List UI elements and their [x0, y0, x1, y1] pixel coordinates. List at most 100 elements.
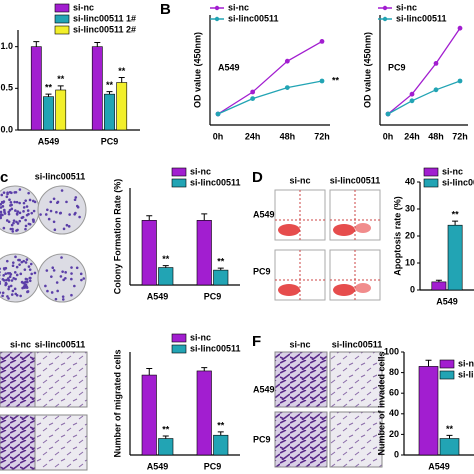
colony: [31, 199, 35, 203]
image-label: si-nc: [10, 339, 31, 349]
colony: [0, 271, 1, 274]
dish: [37, 253, 87, 303]
bar: [196, 370, 212, 456]
chart-title: A549: [218, 62, 240, 72]
y-axis-label: Number of invaded cells: [376, 351, 386, 455]
colony: [44, 284, 47, 288]
cells: [333, 284, 355, 296]
colony: [11, 261, 15, 264]
colony: [10, 207, 14, 211]
colony: [0, 291, 2, 294]
legend-label: si-linc00511: [190, 177, 241, 187]
legend-swatch: [382, 5, 388, 11]
point: [215, 111, 221, 117]
point: [284, 58, 290, 64]
colony: [10, 279, 14, 282]
colony: [54, 297, 58, 301]
error-bar: [217, 267, 224, 271]
colony: [0, 200, 4, 204]
legend-label: si-nc: [442, 166, 463, 176]
colony: [25, 258, 29, 261]
colony: [15, 200, 19, 204]
error-bar: [162, 435, 169, 439]
colony: [11, 264, 15, 268]
error-bar: [446, 434, 453, 439]
colony: [2, 267, 6, 270]
legend-swatch: [382, 16, 388, 22]
colony: [39, 213, 42, 216]
image-label: si-linc00511: [330, 175, 381, 185]
colony: [58, 211, 62, 215]
colony: [10, 223, 14, 227]
colony: [64, 276, 67, 280]
colony: [0, 203, 3, 206]
colony: [49, 209, 53, 213]
colony: [56, 200, 60, 204]
legend-label: si-linc00511 2#: [73, 24, 136, 34]
x-tick-label: PC9: [204, 461, 222, 471]
colony: [19, 294, 22, 298]
colony: [3, 208, 6, 212]
legend-swatch: [54, 14, 70, 24]
colony: [56, 289, 59, 293]
legend-swatch: [171, 344, 187, 354]
error-bar: [146, 215, 153, 221]
cells: [355, 283, 371, 293]
y-tick-label: 0.5: [0, 83, 13, 93]
legend-label: si-linc00511 1#: [73, 13, 136, 23]
colony: [29, 262, 33, 266]
colony: [80, 278, 83, 282]
colony: [11, 227, 14, 231]
colony: [4, 281, 8, 285]
image-label: si-linc00511: [332, 339, 383, 349]
colony: [3, 210, 6, 214]
colony: [50, 291, 54, 294]
colony: [18, 263, 21, 266]
colony: [25, 213, 29, 217]
colony: [1, 294, 4, 298]
colony: [18, 201, 21, 205]
error-bar: [118, 77, 125, 83]
y-axis-label: Colony Formation Rate (%): [112, 179, 122, 295]
colony: [14, 292, 18, 296]
colony: [60, 256, 63, 259]
significance: **: [217, 257, 225, 267]
colony: [19, 272, 23, 276]
y-tick-label: 100: [384, 346, 399, 356]
panel-label: F: [252, 333, 261, 350]
colony: [24, 227, 27, 231]
y-tick-label: 80: [389, 367, 399, 377]
bar: [213, 269, 229, 286]
colony: [22, 210, 25, 213]
bar: [213, 434, 229, 456]
bar: [30, 46, 42, 131]
colony: [0, 274, 1, 277]
colony: [13, 287, 17, 291]
colony: [33, 271, 37, 275]
colony: [62, 278, 65, 282]
transwell: [274, 351, 328, 408]
image-label: si-nc: [289, 339, 310, 349]
y-tick-label: 30: [405, 203, 415, 213]
colony: [21, 286, 24, 290]
colony: [1, 205, 5, 208]
error-bar: [425, 359, 432, 367]
error-bar: [217, 431, 224, 436]
error-bar: [435, 279, 442, 282]
colony: [26, 280, 29, 284]
bar: [43, 96, 54, 131]
legend-swatch: [54, 3, 70, 13]
image-label: PC9: [253, 266, 271, 276]
colony: [9, 204, 12, 207]
colony: [7, 220, 11, 224]
bar: [141, 374, 157, 456]
dish: [0, 185, 40, 235]
colony: [27, 191, 30, 195]
colony: [20, 260, 24, 264]
colony: [0, 216, 3, 220]
image-label: A549: [253, 384, 275, 394]
bar: [418, 366, 439, 456]
colony: [52, 220, 56, 224]
significance: **: [106, 80, 114, 90]
colony: [8, 208, 12, 212]
